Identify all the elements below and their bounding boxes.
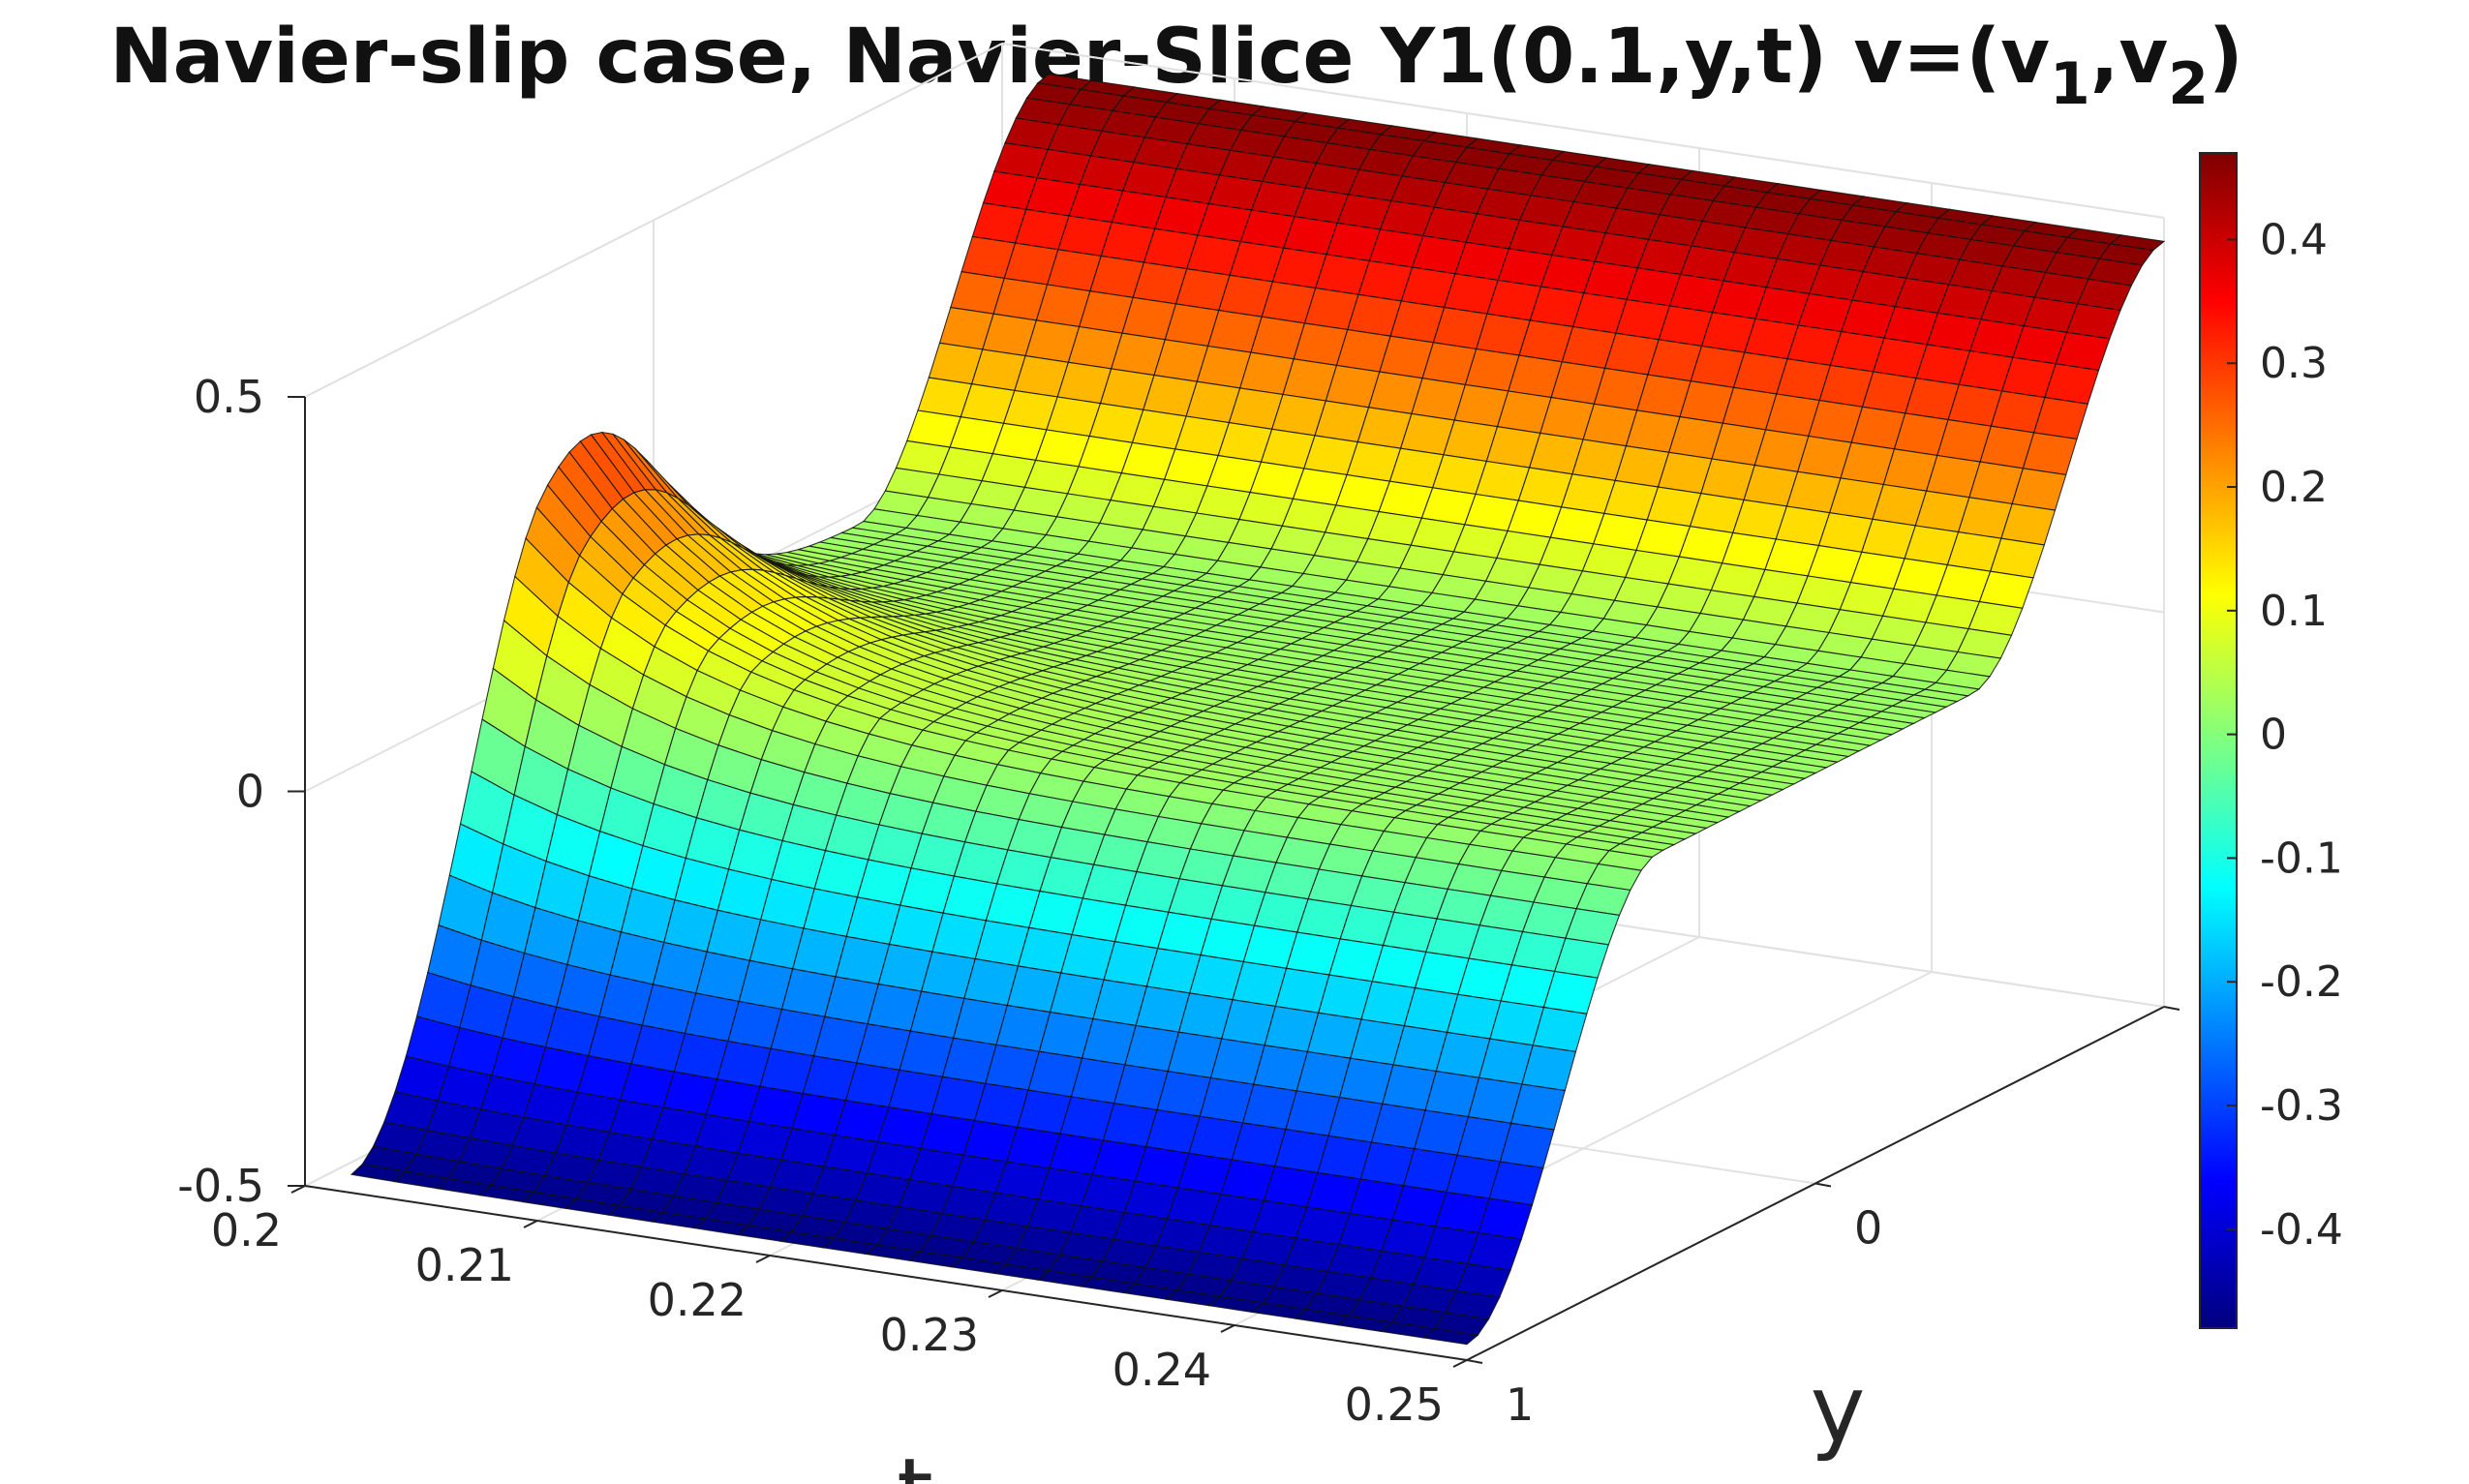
colorbar-tick-label: -0.2 <box>2260 957 2343 1007</box>
x-tick-label: 0.21 <box>415 1239 514 1291</box>
y-tick-label: 1 <box>1506 1378 1534 1431</box>
title-sub-2: 2 <box>2168 50 2210 118</box>
x-tick-label: 0.23 <box>880 1309 979 1361</box>
colorbar: 0.4 0.3 0.2 0.1 0 -0.1 -0.2 -0.3 -0.4 <box>2199 152 2343 1329</box>
x-tick-label: 0.25 <box>1345 1378 1444 1431</box>
x-tick-label: 0.2 <box>211 1204 282 1257</box>
z-tick-label: -0.5 <box>177 1160 264 1212</box>
colorbar-tick-label: 0.1 <box>2260 587 2328 636</box>
x-tick-label: 0.24 <box>1113 1344 1211 1396</box>
surface-patch <box>1422 1327 1479 1346</box>
y-tick <box>1814 1182 1832 1188</box>
colorbar-gradient <box>2199 152 2238 1329</box>
title-sub-1: 1 <box>2050 50 2090 118</box>
colorbar-tick-label: 0.4 <box>2260 215 2328 264</box>
colorbar-tick-label: 0 <box>2260 711 2287 760</box>
y-tick <box>2163 1006 2180 1011</box>
x-tick <box>1452 1359 1468 1368</box>
x-axis-line <box>304 1185 1468 1361</box>
colorbar-tick-label: -0.3 <box>2260 1081 2343 1131</box>
title-sep: ,v <box>2089 14 2169 101</box>
surface-mesh <box>350 74 2166 1346</box>
colorbar-tick-label: -0.1 <box>2260 833 2343 883</box>
x-tick-label: 0.22 <box>648 1274 747 1326</box>
y-axis-label: y <box>1811 1355 1866 1464</box>
x-tick <box>290 1185 306 1194</box>
grid-line <box>1001 43 2165 219</box>
x-axis-ticks: 0.2 0.21 0.22 0.23 0.24 0.25 <box>211 1185 1468 1431</box>
y-tick-label: 0 <box>1854 1202 1882 1255</box>
colorbar-ticks: 0.4 0.3 0.2 0.1 0 -0.1 -0.2 -0.3 -0.4 <box>2227 215 2343 1255</box>
x-tick <box>1220 1324 1235 1333</box>
x-tick <box>755 1255 771 1263</box>
x-axis-label: t <box>897 1439 933 1484</box>
x-tick <box>988 1289 1003 1298</box>
colorbar-tick-label: 0.3 <box>2260 339 2328 388</box>
z-axis-ticks: -0.5 0 0.5 <box>177 371 305 1212</box>
z-tick-label: 0 <box>236 766 264 818</box>
colorbar-tick-label: 0.2 <box>2260 463 2328 512</box>
y-tick <box>1466 1359 1483 1364</box>
colorbar-tick-label: -0.4 <box>2260 1205 2343 1255</box>
z-tick-label: 0.5 <box>194 371 264 423</box>
x-tick <box>523 1220 538 1228</box>
title-end: ) <box>2209 14 2243 101</box>
